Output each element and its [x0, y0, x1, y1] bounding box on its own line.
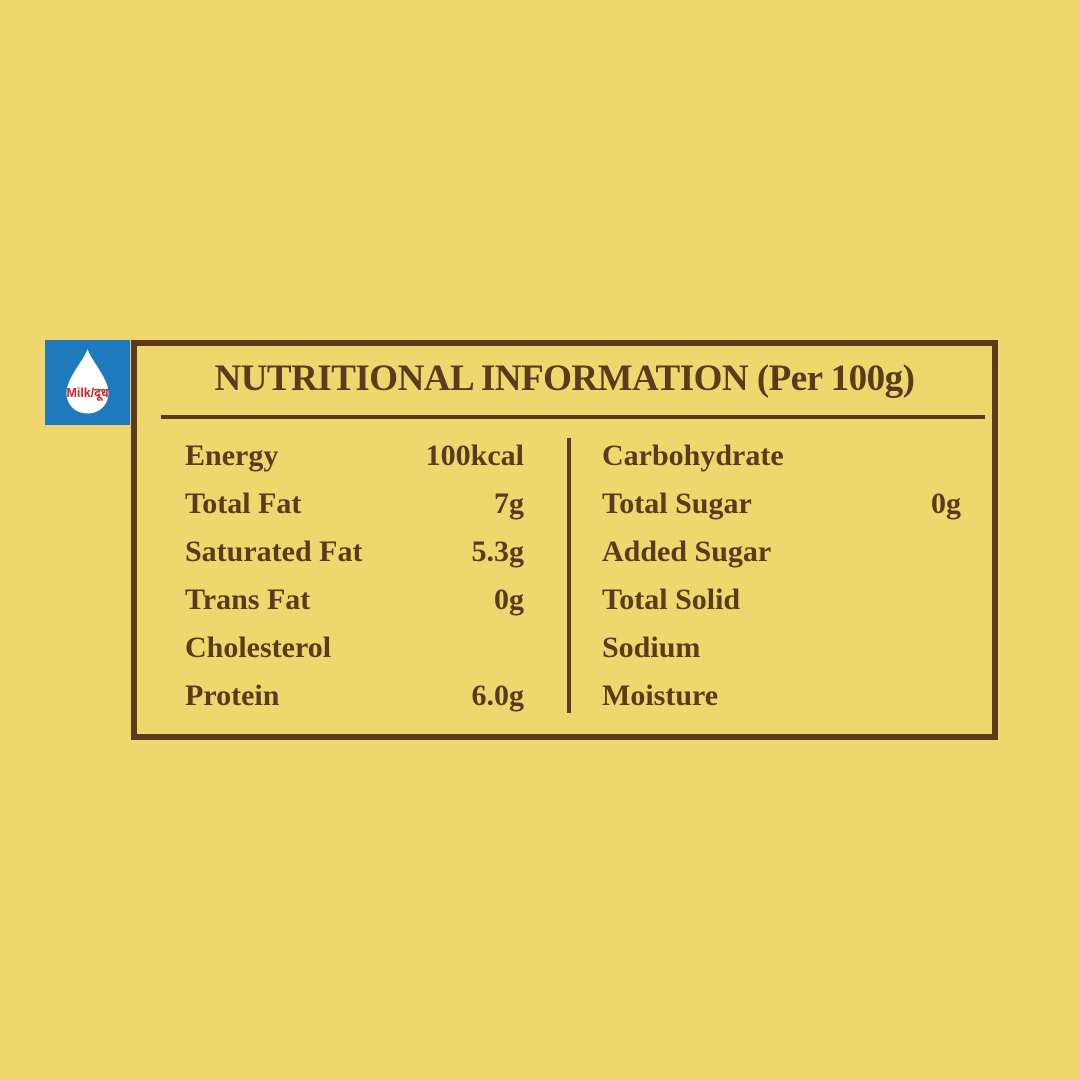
nutrient-label: Saturated Fat [185, 535, 363, 568]
nutrition-column-left: Energy 100kcal Total Fat 7g Saturated Fa… [185, 432, 524, 720]
nutrient-row-saturated-fat: Saturated Fat 5.3g [185, 528, 524, 576]
nutrient-label: Cholesterol [185, 631, 332, 664]
nutrient-label: Added Sugar [602, 535, 772, 568]
nutrient-row-sodium: Sodium [602, 624, 961, 672]
nutrient-value: 0g [931, 487, 961, 520]
nutrient-label: Moisture [602, 679, 719, 712]
column-divider [567, 438, 571, 713]
nutrient-row-carbohydrate: Carbohydrate [602, 432, 961, 480]
milk-drop-icon [66, 349, 109, 414]
nutrient-row-protein: Protein 6.0g [185, 672, 524, 720]
brand-logo: Milk/दूध [45, 340, 130, 425]
nutrient-row-total-sugar: Total Sugar 0g [602, 480, 961, 528]
nutrient-value: 100kcal [425, 439, 524, 472]
nutrient-row-total-fat: Total Fat 7g [185, 480, 524, 528]
nutrient-value: 7g [494, 487, 524, 520]
nutrition-panel: NUTRITIONAL INFORMATION (Per 100g) Energ… [131, 340, 998, 740]
nutrient-label: Protein [185, 679, 280, 712]
nutrient-row-moisture: Moisture [602, 672, 961, 720]
nutrient-label: Total Solid [602, 583, 741, 616]
nutrient-row-total-solid: Total Solid [602, 576, 961, 624]
nutrient-value: 0g [494, 583, 524, 616]
panel-title: NUTRITIONAL INFORMATION (Per 100g) [214, 358, 915, 399]
nutrient-row-added-sugar: Added Sugar [602, 528, 961, 576]
nutrient-value: 5.3g [471, 535, 525, 568]
title-divider [161, 415, 985, 419]
nutrient-label: Carbohydrate [602, 439, 784, 472]
nutrition-column-right: Carbohydrate Total Sugar 0g Added Sugar … [602, 432, 961, 720]
nutrient-label: Trans Fat [185, 583, 311, 616]
nutrient-label: Sodium [602, 631, 701, 664]
nutrient-value: 6.0g [471, 679, 525, 712]
nutrient-label: Energy [185, 439, 279, 472]
nutrient-label: Total Sugar [602, 487, 752, 520]
nutrient-row-cholesterol: Cholesterol [185, 624, 524, 672]
nutrient-row-energy: Energy 100kcal [185, 432, 524, 480]
nutrient-row-trans-fat: Trans Fat 0g [185, 576, 524, 624]
nutrient-label: Total Fat [185, 487, 302, 520]
logo-label: Milk/दूध [66, 386, 109, 400]
